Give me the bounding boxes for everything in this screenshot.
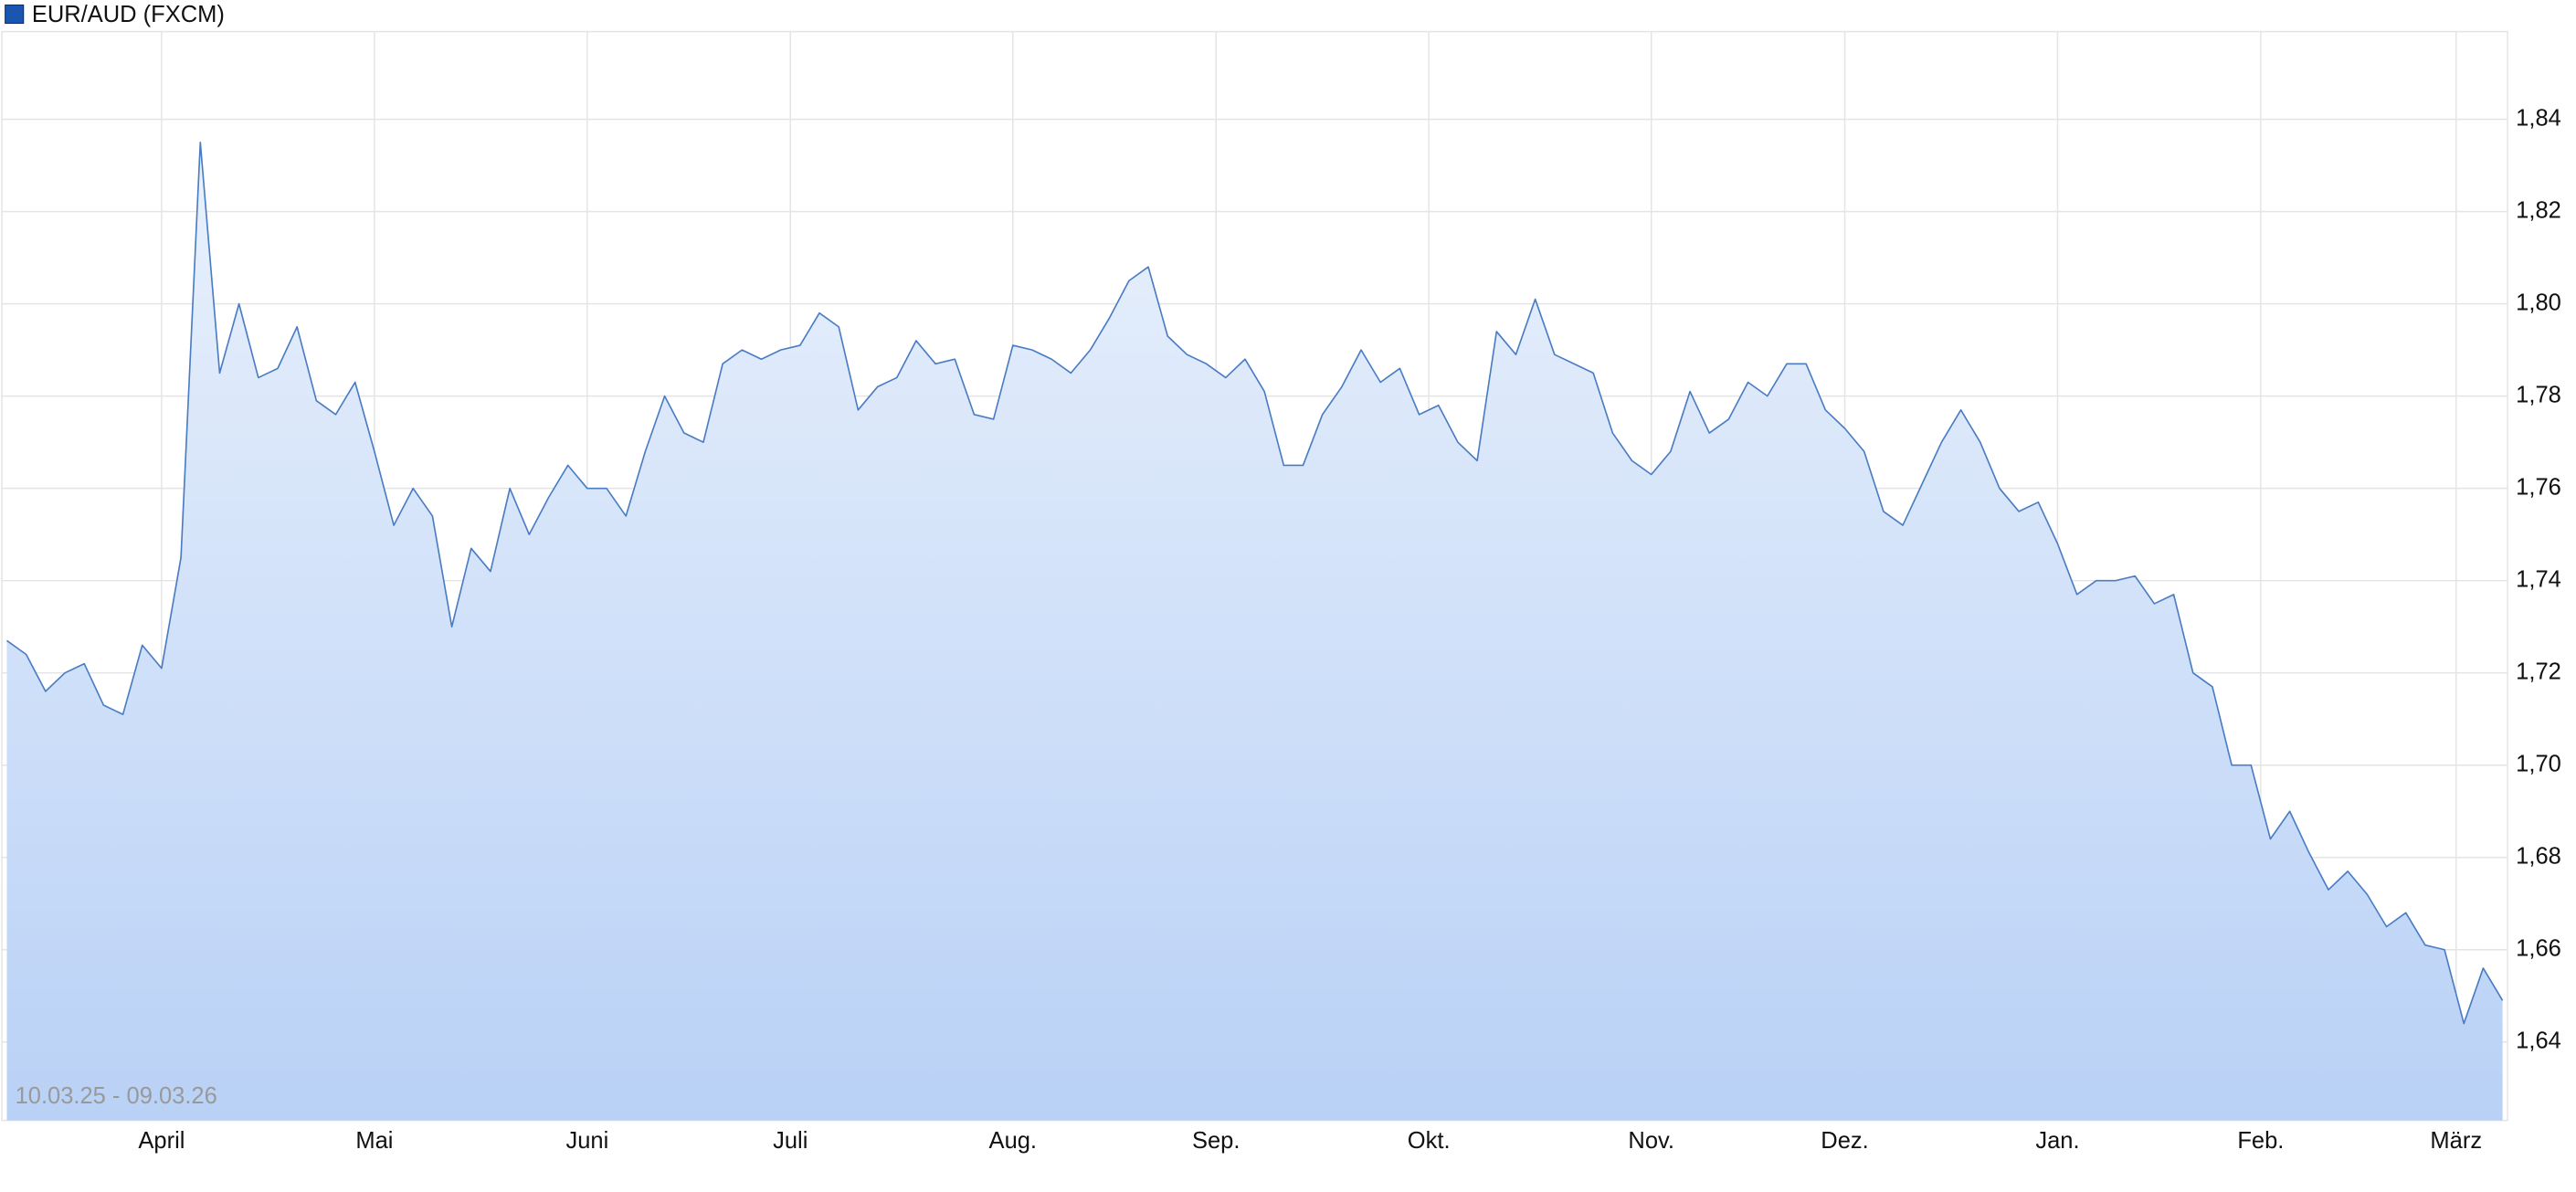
y-tick-label: 1,74 — [2516, 566, 2561, 592]
legend-label: EUR/AUD (FXCM) — [32, 2, 225, 27]
x-tick-label: Juni — [565, 1128, 608, 1154]
x-tick-label: Okt. — [1408, 1128, 1451, 1154]
x-tick-label: Dez. — [1821, 1128, 1868, 1154]
x-tick-label: Mai — [355, 1128, 393, 1154]
x-tick-label: Jan. — [2035, 1128, 2079, 1154]
line — [6, 142, 2504, 1025]
y-tick-label: 1,82 — [2516, 197, 2561, 223]
y-tick-label: 1,84 — [2516, 105, 2561, 131]
y-tick-label: 1,78 — [2516, 382, 2561, 407]
y-tick-label: 1,64 — [2516, 1028, 2561, 1053]
x-tick-label: Aug. — [989, 1128, 1037, 1154]
y-tick-label: 1,80 — [2516, 290, 2561, 315]
x-tick-label: April — [138, 1128, 185, 1154]
y-tick-label: 1,76 — [2516, 474, 2561, 500]
x-tick-label: Feb. — [2237, 1128, 2284, 1154]
legend-swatch — [5, 4, 25, 25]
area — [6, 142, 2503, 1121]
date-range: 10.03.25 - 09.03.26 — [16, 1083, 217, 1109]
y-tick-label: 1,68 — [2516, 843, 2561, 869]
y-tick-label: 1,72 — [2516, 659, 2561, 684]
x-tick-label: Sep. — [1192, 1128, 1240, 1154]
y-tick-label: 1,66 — [2516, 935, 2561, 961]
x-tick-label: Juli — [773, 1128, 808, 1154]
x-tick-label: März — [2430, 1128, 2482, 1154]
x-tick-label: Nov. — [1628, 1128, 1674, 1154]
y-tick-label: 1,70 — [2516, 751, 2561, 776]
